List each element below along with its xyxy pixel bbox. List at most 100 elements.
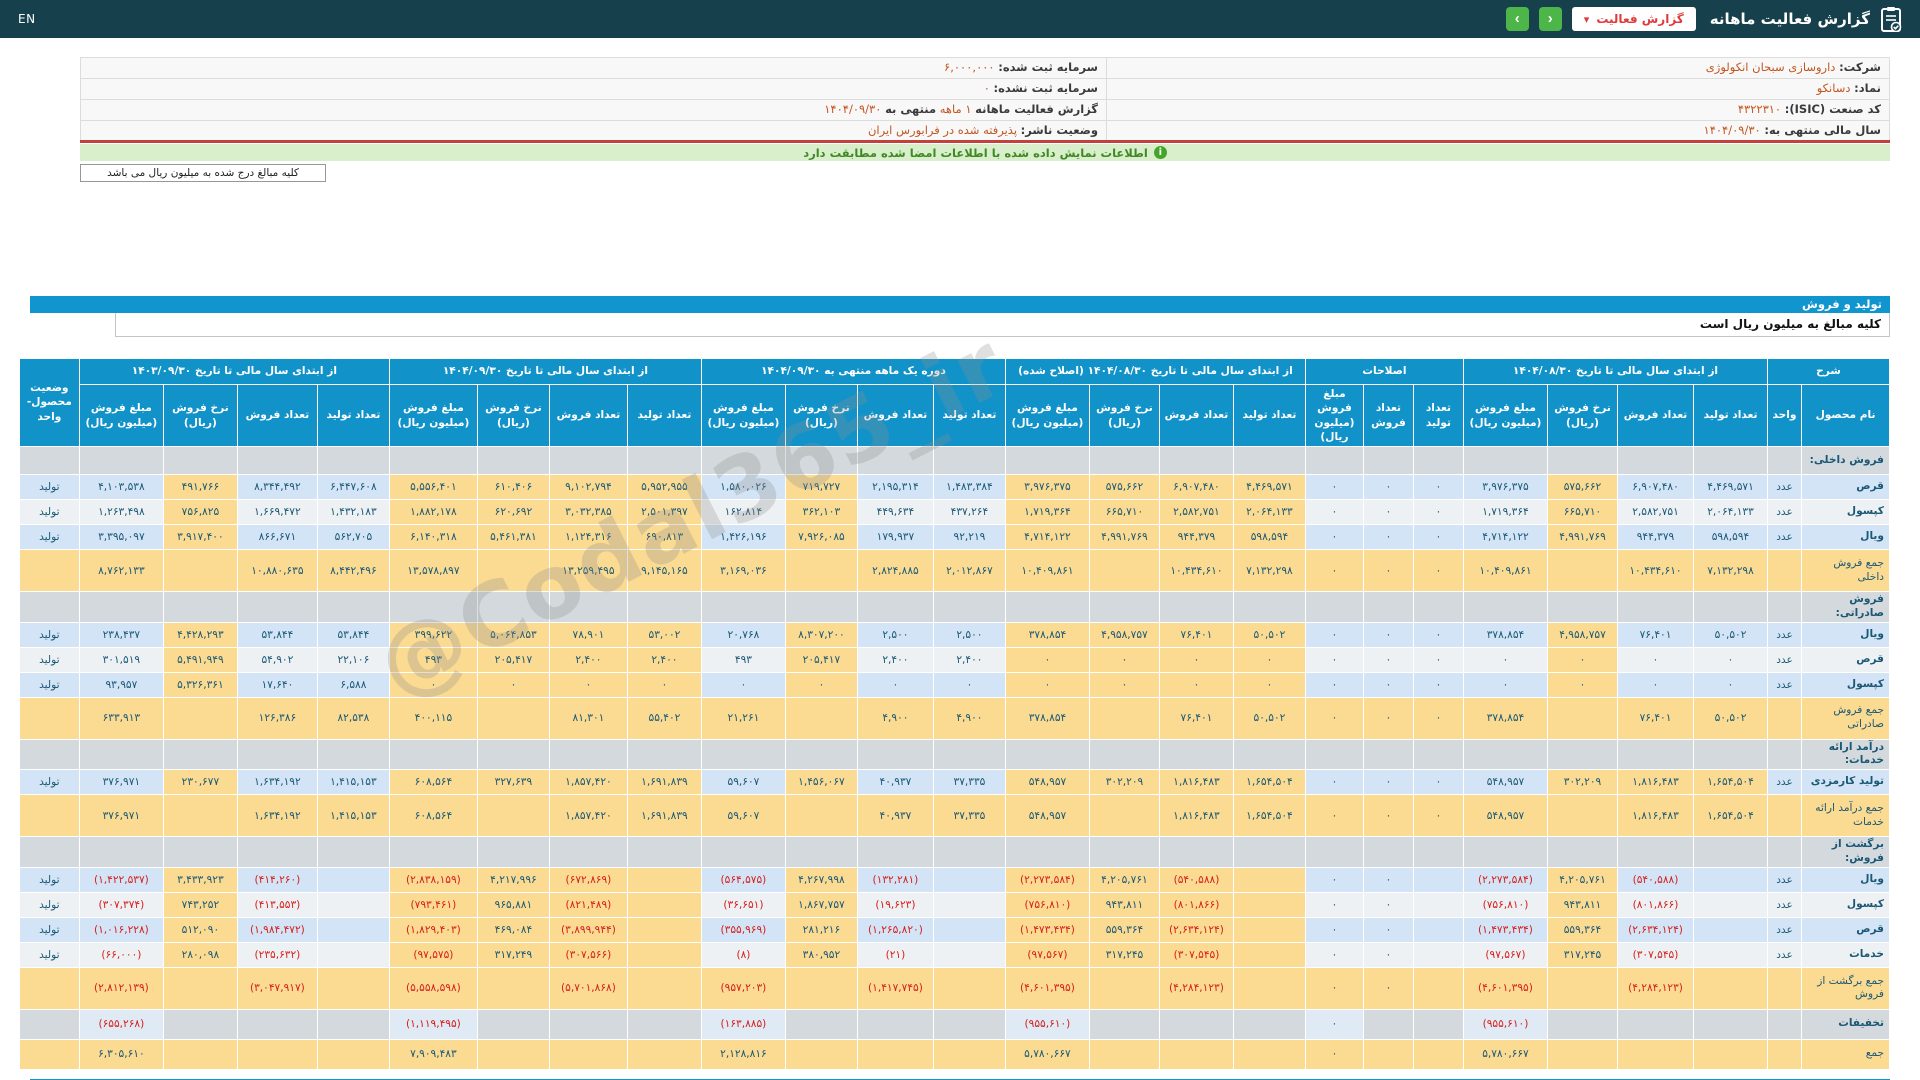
value-cell <box>1088 549 1160 593</box>
product-name-cell: جمع فروش صادراتی <box>1801 696 1890 740</box>
value-cell: ۱,۴۵۶,۰۶۷ <box>784 769 858 796</box>
value-cell: ۰ <box>1304 891 1364 918</box>
value-cell <box>476 836 550 868</box>
value-cell <box>784 794 858 838</box>
value-cell <box>856 1038 934 1070</box>
value-cell: ۲,۵۸۲,۷۵۱ <box>1617 499 1694 526</box>
value-cell: ۶,۳۰۵,۶۱۰ <box>78 1038 164 1070</box>
previous-report-button[interactable]: ‹ <box>1538 7 1562 31</box>
value-cell: (۴,۲۸۴,۱۲۳) <box>1158 966 1234 1010</box>
value-cell <box>236 591 318 623</box>
value-cell: ۰ <box>1088 646 1160 673</box>
value-cell: ۶,۴۴۷,۶۰۸ <box>316 474 390 501</box>
value-cell <box>1158 1008 1234 1040</box>
value-cell: (۱,۴۷۳,۴۳۴) <box>1462 916 1549 943</box>
value-cell <box>784 1008 858 1040</box>
value-cell: ۲۲,۱۰۶ <box>316 646 390 673</box>
value-cell: (۲,۸۳۸,۱۵۹) <box>388 866 478 893</box>
value-cell: ۰ <box>1304 696 1364 740</box>
section-bar-production-sales: تولید و فروش <box>30 296 1890 313</box>
report-type-dropdown[interactable]: گزارش فعالیت ▾ <box>1571 7 1696 31</box>
value-cell: (۵,۵۵۸,۵۹۸) <box>388 966 478 1010</box>
value-cell: ۰ <box>1232 671 1306 698</box>
info-cell: وضعیت ناشر: پذیرفته شده در فرابورس ایران <box>80 121 1106 141</box>
value-cell: ۹۶۵,۸۸۱ <box>476 891 550 918</box>
value-cell <box>1088 446 1160 476</box>
value-cell <box>932 738 1006 771</box>
column-subheader: مبلغ فروش (میلیون ریال) <box>78 383 164 448</box>
value-cell: ۱۶۲,۸۱۴ <box>700 499 786 526</box>
value-cell <box>1462 738 1549 771</box>
info-value: ۴۳۲۲۳۱۰ <box>1737 102 1782 116</box>
value-cell: ۵۵۹,۳۶۴ <box>1088 916 1160 943</box>
info-label: گزارش فعالیت ماهانه <box>975 102 1098 116</box>
value-cell: ۰ <box>1693 671 1768 698</box>
value-cell <box>236 446 318 476</box>
column-group-header: شرح <box>1767 358 1890 385</box>
value-cell <box>784 446 858 476</box>
sum-row: جمع فروش صادراتی ۵۰,۵۰۲ ۷۶,۴۰۱ ۳۷۸,۸۵۴ ۰ ۰ ۰ ۵۰… <box>18 696 1890 740</box>
value-cell: ۴,۱۰۳,۵۳۸ <box>78 474 164 501</box>
value-cell: ۶۰۸,۵۶۴ <box>388 794 478 838</box>
value-cell: ۰ <box>1412 696 1464 740</box>
value-cell: ۰ <box>1304 794 1364 838</box>
value-cell: ۳۹۹,۶۲۲ <box>388 621 478 648</box>
value-cell <box>626 836 702 868</box>
value-cell <box>1088 794 1160 838</box>
value-cell <box>1088 836 1160 868</box>
value-cell: ۰ <box>1412 549 1464 593</box>
product-status-cell <box>18 794 80 838</box>
value-cell: ۴۴۹,۶۳۴ <box>856 499 934 526</box>
value-cell <box>1232 738 1306 771</box>
value-cell <box>1547 738 1618 771</box>
value-cell: (۶۷۲,۸۶۹) <box>548 866 628 893</box>
product-name-cell: قرص <box>1801 474 1890 501</box>
value-cell <box>162 549 238 593</box>
value-cell: ۶۶۵,۷۱۰ <box>1547 499 1618 526</box>
top-bar: گزارش فعالیت ماهانه گزارش فعالیت ▾ ‹ › E… <box>0 0 1920 38</box>
value-cell: ۲,۰۶۴,۱۳۳ <box>1232 499 1306 526</box>
value-cell <box>548 738 628 771</box>
language-toggle[interactable]: EN <box>18 12 36 26</box>
value-cell <box>1412 446 1464 476</box>
company-info-table: شرکت: داروسازی سبحان انکولوژی سرمایه ثبت … <box>80 57 1890 142</box>
sum-row: جمع ۵,۷۸۰,۶۶۷ ۰ ۵,۷۸۰,۶۶۷ ۲,۱۲۸,۸۱۶ ۷,۹۰۹,۴۸۳… <box>18 1038 1890 1070</box>
column-group-header: دوره یک ماهه منتهی به ۱۴۰۴/۰۹/۳۰ <box>700 358 1006 385</box>
column-group-header: از ابتدای سال مالی تا تاریخ ۱۴۰۳/۰۹/۳۰ <box>78 358 390 385</box>
value-cell: ۲,۰۶۴,۱۳۳ <box>1693 499 1768 526</box>
info-row: شرکت: داروسازی سبحان انکولوژی سرمایه ثبت … <box>80 58 1890 79</box>
value-cell: ۳۷۸,۸۵۴ <box>1004 696 1090 740</box>
value-cell <box>162 1038 238 1070</box>
value-cell: ۲,۰۱۲,۸۶۷ <box>932 549 1006 593</box>
product-status-cell <box>18 549 80 593</box>
value-cell <box>856 446 934 476</box>
column-subheader: تعداد تولید <box>932 383 1006 448</box>
value-cell <box>388 738 478 771</box>
value-cell: (۴,۲۸۴,۱۲۳) <box>1617 966 1694 1010</box>
product-status-cell <box>18 966 80 1010</box>
value-cell: ۵۵,۴۰۲ <box>626 696 702 740</box>
unit-cell: عدد <box>1767 916 1802 943</box>
info-row: کد صنعت (ISIC): ۴۳۲۲۳۱۰ گزارش فعالیت ماها… <box>80 100 1890 121</box>
value-cell <box>1412 941 1464 968</box>
value-cell <box>1088 738 1160 771</box>
column-subheader: مبلغ فروش (میلیون ریال) <box>388 383 478 448</box>
table-row: ویال عدد ۵۰,۵۰۲ ۷۶,۴۰۱ ۴,۹۵۸,۷۵۷ ۳۷۸,۸۵۴ ۰ ۰ ۰ ۵۰… <box>18 621 1890 648</box>
value-cell: ۱,۷۱۹,۳۶۴ <box>1462 499 1549 526</box>
value-cell <box>1617 591 1694 623</box>
value-cell: ۴,۲۰۵,۷۶۱ <box>1088 866 1160 893</box>
unit-cell: عدد <box>1767 941 1802 968</box>
value-cell <box>162 1008 238 1040</box>
section-row: برگشت از فروش: <box>18 836 1890 868</box>
value-cell: ۵۷۵,۶۶۲ <box>1088 474 1160 501</box>
value-cell <box>1232 1038 1306 1070</box>
value-cell: ۳۷۶,۹۷۱ <box>78 794 164 838</box>
value-cell: ۴۹۳ <box>388 646 478 673</box>
page-title: گزارش فعالیت ماهانه <box>1709 10 1870 28</box>
value-cell: ۵,۹۵۲,۹۵۵ <box>626 474 702 501</box>
next-report-button[interactable]: › <box>1505 7 1529 31</box>
unit-cell: عدد <box>1767 769 1802 796</box>
value-cell: ۵۳,۰۰۲ <box>626 621 702 648</box>
value-cell: (۳۰۷,۳۷۴) <box>78 891 164 918</box>
value-cell <box>1547 794 1618 838</box>
